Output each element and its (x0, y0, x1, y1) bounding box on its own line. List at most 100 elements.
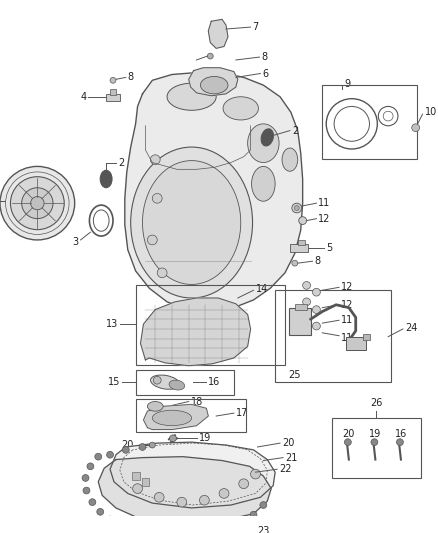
Text: 7: 7 (253, 22, 259, 32)
Text: 11: 11 (341, 315, 353, 325)
Bar (363, 334, 371, 340)
Text: 22: 22 (279, 464, 292, 474)
Circle shape (21, 188, 53, 219)
Text: 2: 2 (118, 158, 124, 167)
Circle shape (139, 443, 146, 450)
Text: 8: 8 (261, 52, 268, 62)
Circle shape (199, 495, 209, 505)
Polygon shape (208, 19, 228, 49)
Circle shape (250, 511, 257, 518)
Circle shape (170, 435, 177, 442)
Circle shape (294, 206, 299, 211)
Text: 1: 1 (3, 196, 9, 206)
Circle shape (299, 217, 307, 224)
Bar (275, 290, 391, 382)
Bar (136, 369, 234, 395)
Text: 5: 5 (326, 243, 332, 253)
Circle shape (83, 487, 90, 494)
Circle shape (134, 526, 141, 532)
Text: 4: 4 (80, 92, 86, 102)
Bar (141, 478, 149, 486)
Bar (136, 399, 246, 432)
Ellipse shape (148, 401, 163, 411)
Text: 12: 12 (341, 282, 353, 292)
Bar (290, 244, 307, 252)
Text: 21: 21 (285, 453, 297, 463)
Ellipse shape (151, 375, 180, 389)
Circle shape (292, 260, 298, 266)
Circle shape (292, 203, 302, 213)
Circle shape (303, 281, 311, 289)
Text: 16: 16 (395, 430, 407, 439)
Text: 14: 14 (255, 284, 268, 294)
Text: 9: 9 (344, 79, 350, 89)
Bar (298, 240, 304, 245)
Circle shape (110, 77, 116, 83)
Circle shape (239, 479, 249, 489)
Text: 16: 16 (208, 377, 221, 387)
Bar (295, 304, 307, 310)
Polygon shape (141, 298, 251, 366)
Ellipse shape (223, 97, 258, 120)
Text: 8: 8 (128, 72, 134, 83)
Circle shape (396, 439, 403, 446)
Polygon shape (98, 457, 271, 524)
Circle shape (412, 124, 420, 132)
Text: 18: 18 (191, 397, 203, 407)
Circle shape (157, 268, 167, 278)
Text: 20: 20 (121, 440, 134, 450)
Circle shape (87, 463, 94, 470)
Circle shape (152, 528, 159, 533)
Bar (289, 308, 311, 335)
Circle shape (312, 288, 320, 296)
Text: 23: 23 (258, 526, 270, 533)
Text: 20: 20 (343, 430, 355, 439)
Circle shape (171, 528, 178, 533)
Circle shape (251, 469, 261, 479)
Bar (136, 285, 285, 365)
Circle shape (133, 484, 142, 494)
Ellipse shape (131, 147, 253, 298)
Text: 20: 20 (282, 438, 294, 448)
Circle shape (215, 524, 222, 531)
Circle shape (106, 516, 113, 523)
Circle shape (148, 235, 157, 245)
Ellipse shape (152, 410, 191, 426)
Text: 26: 26 (370, 398, 382, 408)
Bar (346, 337, 366, 350)
Circle shape (31, 197, 44, 210)
Text: 12: 12 (318, 214, 331, 224)
Circle shape (312, 322, 320, 330)
Text: 8: 8 (314, 256, 321, 266)
Text: 2: 2 (292, 126, 298, 135)
Ellipse shape (167, 83, 216, 110)
Polygon shape (110, 442, 275, 508)
Circle shape (152, 193, 162, 203)
Circle shape (303, 316, 311, 323)
Circle shape (260, 502, 267, 508)
Text: 19: 19 (369, 430, 381, 439)
Ellipse shape (169, 380, 185, 390)
Text: 25: 25 (289, 370, 301, 381)
Circle shape (371, 439, 378, 446)
Bar (110, 89, 116, 95)
Ellipse shape (201, 76, 228, 94)
Ellipse shape (282, 148, 298, 171)
Bar (322, 85, 417, 159)
Text: 11: 11 (318, 198, 331, 208)
Text: 17: 17 (236, 408, 248, 418)
Circle shape (154, 492, 164, 502)
Text: 3: 3 (72, 237, 78, 247)
Circle shape (122, 447, 129, 453)
Text: 10: 10 (424, 107, 437, 117)
Circle shape (312, 306, 320, 313)
Circle shape (193, 527, 200, 533)
Circle shape (82, 474, 89, 481)
Polygon shape (144, 405, 208, 430)
Circle shape (106, 451, 113, 458)
Ellipse shape (251, 166, 275, 201)
Circle shape (150, 155, 160, 165)
Polygon shape (189, 68, 238, 96)
Circle shape (344, 439, 351, 446)
Ellipse shape (247, 124, 279, 163)
